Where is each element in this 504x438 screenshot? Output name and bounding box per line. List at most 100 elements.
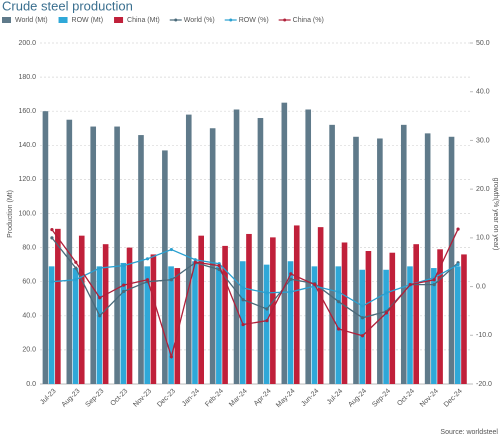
line-series	[51, 228, 459, 360]
line-marker	[456, 227, 460, 231]
bar	[424, 133, 431, 384]
line-marker	[360, 334, 365, 338]
x-tick-label: Oct-24	[396, 388, 416, 408]
line-marker	[265, 291, 269, 295]
bar	[400, 124, 407, 384]
line-series	[51, 237, 459, 319]
line-marker	[74, 260, 78, 264]
legend-label: China (Mt)	[127, 17, 160, 24]
bar	[461, 254, 467, 384]
line-marker	[50, 280, 54, 284]
bar	[448, 136, 455, 384]
bar	[126, 247, 133, 384]
x-tick-label: Jul-23	[39, 388, 58, 407]
line-marker	[98, 296, 102, 300]
line-marker	[50, 236, 54, 240]
y-tick-label: 20.0	[22, 347, 36, 354]
line-marker	[360, 304, 365, 308]
y-tick-label: 80.0	[22, 244, 36, 251]
y-tick-label: 140.0	[18, 142, 36, 149]
y-axis-label: Production (Mt)	[7, 190, 14, 238]
bar	[270, 237, 276, 384]
x-tick-label: Jun-24	[300, 388, 320, 408]
x-tick-label: Dec-23	[156, 388, 177, 409]
bar	[233, 109, 240, 385]
bar	[246, 233, 252, 384]
bar	[305, 109, 312, 385]
line-marker	[289, 277, 293, 281]
line-marker	[217, 264, 221, 268]
y2-tick-label: 30.0	[476, 137, 490, 144]
line-marker	[74, 266, 78, 270]
bar	[329, 124, 335, 384]
bar	[413, 244, 419, 384]
bar	[407, 266, 413, 384]
bar	[90, 126, 97, 385]
y-tick-label: 100.0	[18, 210, 36, 217]
y2-tick-label: 10.0	[476, 235, 490, 242]
bar	[120, 262, 127, 384]
bar	[168, 266, 174, 384]
bar	[389, 252, 396, 384]
x-tick-label: Sep-24	[371, 388, 392, 409]
x-tick-label: Sep-23	[85, 388, 106, 409]
bar	[55, 228, 61, 384]
legend-swatch	[114, 17, 124, 23]
line-marker	[432, 283, 436, 287]
bar	[72, 268, 79, 384]
y-tick-label: 0.0	[26, 381, 36, 388]
bar	[138, 135, 144, 384]
y-tick-label: 180.0	[18, 74, 36, 81]
bar	[257, 118, 264, 385]
line-marker	[289, 290, 293, 294]
source-note: Source: worldsteel	[440, 429, 498, 436]
bar	[192, 261, 198, 384]
line-marker	[122, 289, 126, 294]
x-tick-label: Jan-24	[181, 388, 201, 408]
bar	[341, 242, 348, 384]
x-tick-label: Aug-23	[61, 388, 82, 409]
bar	[78, 235, 85, 384]
line-marker	[337, 327, 341, 331]
bar	[114, 126, 120, 385]
y2-axis-label: growth(% year on year)	[492, 178, 499, 251]
line-marker	[456, 263, 460, 267]
bar	[365, 251, 372, 384]
y2-tick-label: -20.0	[476, 381, 492, 388]
line-marker	[360, 316, 365, 320]
line-marker	[122, 264, 126, 268]
line-marker	[289, 272, 293, 276]
line-marker	[241, 322, 245, 327]
line-series	[51, 248, 459, 307]
line-marker	[193, 258, 197, 262]
line-marker	[145, 278, 150, 282]
legend-label: World (%)	[184, 17, 215, 24]
bar	[185, 114, 192, 385]
line-marker	[169, 355, 173, 359]
bar	[222, 245, 228, 384]
line-marker	[313, 283, 317, 287]
bar	[174, 268, 181, 384]
x-tick-label: May-24	[275, 388, 297, 410]
legend-marker	[229, 18, 233, 22]
y-tick-label: 200.0	[18, 40, 36, 47]
bar	[209, 128, 216, 384]
x-tick-label: Apr-24	[253, 388, 273, 408]
y-tick-label: 160.0	[18, 108, 36, 115]
y-tick-label: 40.0	[22, 313, 36, 320]
legend-marker	[283, 18, 287, 22]
bar	[431, 268, 437, 384]
y2-tick-label: 40.0	[476, 89, 490, 96]
line-marker	[384, 311, 388, 315]
bar	[102, 244, 109, 384]
bar	[287, 261, 294, 384]
line-marker	[337, 300, 341, 304]
bar	[42, 111, 49, 384]
x-tick-label: Mar-24	[228, 388, 249, 409]
line-marker	[241, 286, 245, 290]
y-tick-label: 60.0	[22, 279, 36, 286]
bar	[66, 119, 73, 384]
bar	[96, 266, 103, 384]
x-tick-label: Dec-24	[443, 388, 464, 409]
legend-label: China (%)	[293, 17, 324, 24]
